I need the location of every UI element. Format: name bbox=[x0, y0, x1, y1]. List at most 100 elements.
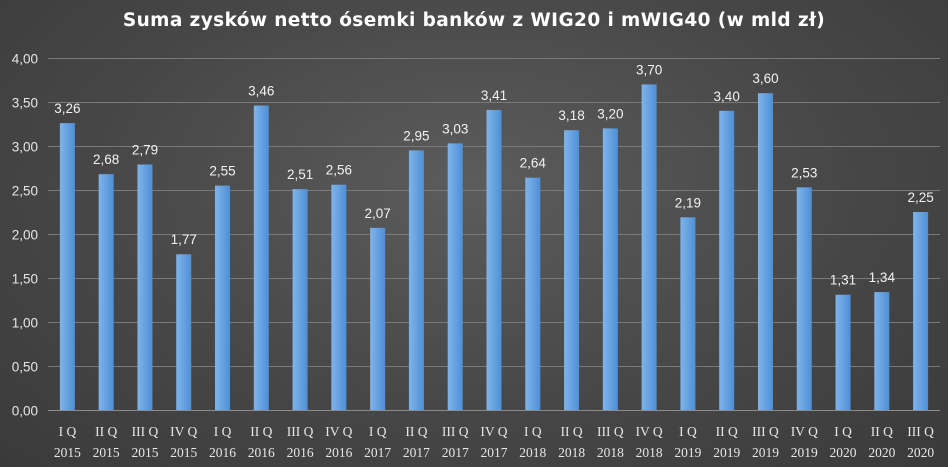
bar bbox=[253, 105, 269, 411]
x-tick-label-year: 2017 bbox=[403, 445, 430, 460]
y-tick-label: 4,00 bbox=[12, 52, 38, 67]
data-label: 1,34 bbox=[869, 270, 896, 285]
bar bbox=[874, 292, 890, 410]
bar bbox=[408, 150, 424, 410]
x-tick-label-year: 2015 bbox=[131, 445, 158, 460]
x-tick-label-quarter: I Q bbox=[59, 424, 77, 439]
y-tick-label: 2,50 bbox=[12, 184, 38, 199]
data-label: 3,41 bbox=[481, 88, 507, 103]
x-tick-label-quarter: IV Q bbox=[636, 424, 663, 439]
y-tick-label: 1,00 bbox=[12, 316, 38, 331]
x-tick-label-quarter: II Q bbox=[250, 424, 272, 439]
x-tick-label-quarter: III Q bbox=[442, 424, 469, 439]
chart-title: Suma zysków netto ósemki banków z WIG20 … bbox=[122, 10, 826, 31]
bars bbox=[59, 84, 929, 411]
bar bbox=[486, 109, 502, 411]
x-tick-label-quarter: III Q bbox=[287, 424, 314, 439]
bar bbox=[564, 130, 580, 410]
bar bbox=[215, 185, 231, 410]
x-tick-label-year: 2016 bbox=[325, 445, 352, 460]
y-tick-label: 0,00 bbox=[12, 404, 38, 419]
y-tick-label: 3,50 bbox=[12, 96, 38, 111]
data-label: 2,79 bbox=[132, 142, 158, 157]
bar bbox=[292, 189, 308, 410]
data-label: 3,70 bbox=[636, 62, 662, 77]
y-tick-label: 0,50 bbox=[12, 360, 38, 375]
y-tick-label: 3,00 bbox=[12, 140, 38, 155]
x-tick-label-quarter: IV Q bbox=[325, 424, 352, 439]
data-label: 2,64 bbox=[520, 156, 547, 171]
data-label: 3,20 bbox=[597, 106, 623, 121]
x-tick-label-quarter: II Q bbox=[561, 424, 583, 439]
data-label: 3,40 bbox=[714, 89, 740, 104]
x-tick-label-year: 2019 bbox=[791, 445, 818, 460]
x-tick-label-year: 2017 bbox=[481, 445, 508, 460]
x-tick-label-year: 2015 bbox=[54, 445, 81, 460]
data-label: 3,60 bbox=[752, 71, 778, 86]
bar bbox=[331, 184, 347, 410]
y-axis: 0,00 0,50 1,00 1,50 2,00 2,50 3,00 3,50 4,00 bbox=[12, 52, 38, 419]
bar bbox=[680, 217, 696, 410]
bar bbox=[602, 128, 618, 410]
y-tick-label: 2,00 bbox=[12, 228, 38, 243]
data-label: 2,25 bbox=[907, 190, 933, 205]
x-tick-label-quarter: III Q bbox=[907, 424, 934, 439]
bar bbox=[176, 254, 192, 410]
data-label: 2,68 bbox=[93, 152, 119, 167]
bar bbox=[59, 123, 75, 411]
bar bbox=[796, 187, 812, 410]
bar bbox=[137, 164, 153, 410]
x-tick-label-year: 2016 bbox=[209, 445, 236, 460]
x-tick-label-year: 2018 bbox=[597, 445, 624, 460]
y-tick-label: 1,50 bbox=[12, 272, 38, 287]
x-tick-label-quarter: III Q bbox=[597, 424, 624, 439]
x-tick-label-year: 2015 bbox=[93, 445, 120, 460]
x-tick-label-year: 2020 bbox=[868, 445, 895, 460]
bar bbox=[98, 174, 114, 410]
bar bbox=[641, 84, 657, 411]
bar bbox=[835, 294, 851, 410]
x-tick-label-quarter: II Q bbox=[716, 424, 738, 439]
x-tick-label-year: 2019 bbox=[713, 445, 740, 460]
x-tick-label-quarter: IV Q bbox=[791, 424, 818, 439]
bar bbox=[370, 227, 386, 410]
x-tick-label-quarter: III Q bbox=[132, 424, 159, 439]
x-tick-label-year: 2019 bbox=[752, 445, 779, 460]
data-label: 2,19 bbox=[675, 195, 701, 210]
x-tick-label-quarter: I Q bbox=[214, 424, 232, 439]
data-label: 3,03 bbox=[442, 121, 468, 136]
data-label: 3,18 bbox=[558, 108, 584, 123]
data-label: 2,51 bbox=[287, 167, 313, 182]
x-tick-label-quarter: III Q bbox=[752, 424, 779, 439]
x-tick-label-quarter: I Q bbox=[369, 424, 387, 439]
x-tick-label-quarter: I Q bbox=[834, 424, 852, 439]
bar bbox=[719, 110, 735, 411]
x-tick-label-year: 2016 bbox=[248, 445, 275, 460]
x-tick-label-year: 2019 bbox=[674, 445, 701, 460]
x-tick-label-quarter: I Q bbox=[524, 424, 542, 439]
x-tick-label-year: 2017 bbox=[442, 445, 469, 460]
bar bbox=[757, 93, 773, 410]
data-label: 1,77 bbox=[171, 232, 197, 247]
x-tick-label-year: 2015 bbox=[170, 445, 197, 460]
data-label: 2,53 bbox=[791, 165, 817, 180]
x-tick-label-year: 2016 bbox=[287, 445, 314, 460]
x-tick-label-year: 2017 bbox=[364, 445, 391, 460]
x-tick-label-year: 2020 bbox=[830, 445, 857, 460]
data-label: 2,55 bbox=[209, 164, 235, 179]
x-tick-label-quarter: IV Q bbox=[480, 424, 507, 439]
x-axis: I Q 2015 II Q 2015 III Q 2015 IV Q 2015 I Q 2016 I… bbox=[54, 424, 934, 460]
bar bbox=[913, 212, 929, 410]
data-label: 3,26 bbox=[54, 101, 80, 116]
data-label: 2,95 bbox=[403, 128, 429, 143]
data-label: 1,31 bbox=[830, 273, 856, 288]
x-tick-label-quarter: II Q bbox=[405, 424, 427, 439]
x-tick-label-year: 2018 bbox=[519, 445, 546, 460]
data-label: 3,46 bbox=[248, 84, 274, 99]
x-tick-label-year: 2018 bbox=[558, 445, 585, 460]
x-tick-label-year: 2018 bbox=[636, 445, 663, 460]
x-tick-label-quarter: II Q bbox=[871, 424, 893, 439]
x-tick-label-quarter: I Q bbox=[679, 424, 697, 439]
